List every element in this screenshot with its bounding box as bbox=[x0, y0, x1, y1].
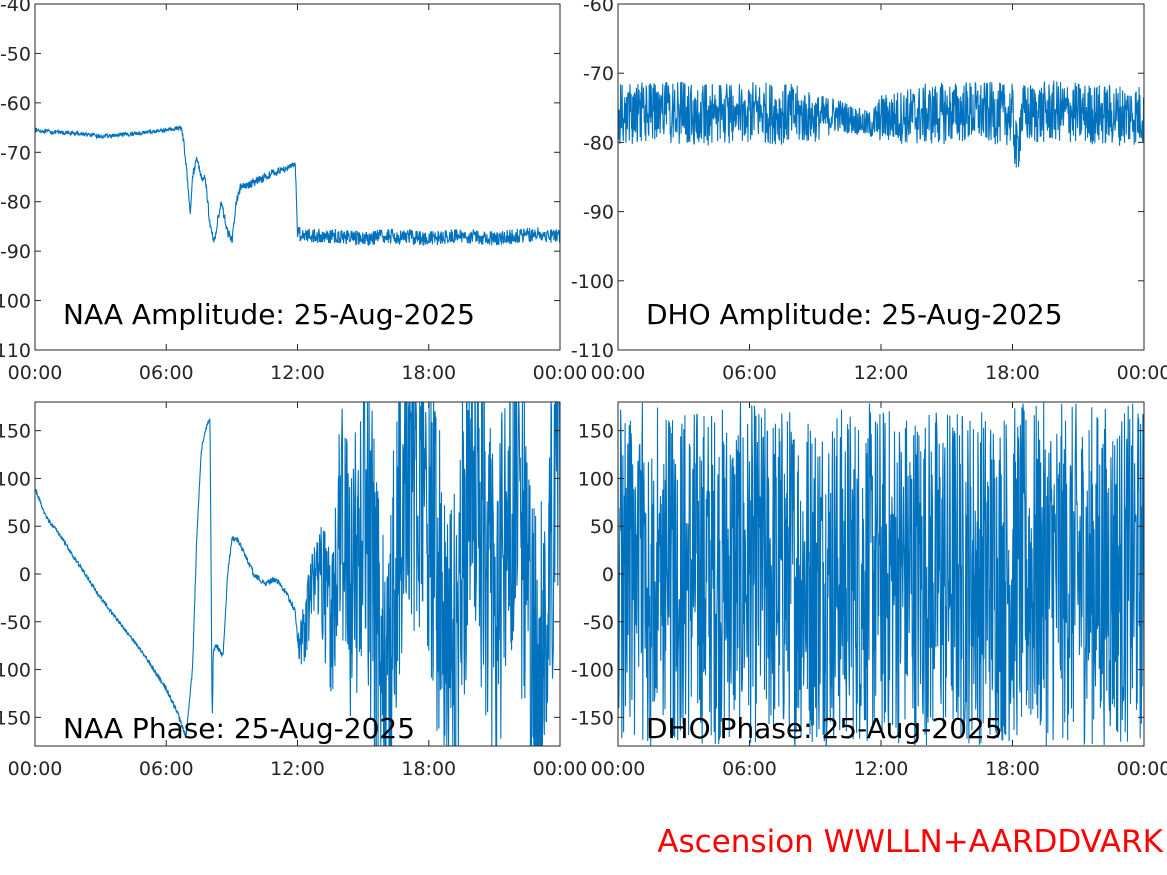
naa-phase-title: NAA Phase: 25-Aug-2025 bbox=[63, 712, 415, 745]
naa-phase-ytick-label: -100 bbox=[0, 660, 31, 682]
naa-amplitude-ytick-label: -100 bbox=[0, 291, 31, 313]
dho-amplitude-title: DHO Amplitude: 25-Aug-2025 bbox=[646, 298, 1063, 331]
dho-phase-xtick-label: 06:00 bbox=[722, 758, 777, 780]
naa-amplitude-ytick-label: -80 bbox=[0, 192, 31, 214]
naa-amplitude-xtick-label: 18:00 bbox=[401, 362, 456, 384]
dho-phase-ytick-label: 50 bbox=[590, 516, 614, 538]
naa-amplitude-xtick-label: 12:00 bbox=[270, 362, 325, 384]
dho-amplitude-ytick-label: -110 bbox=[571, 340, 614, 362]
dho-amplitude-ytick-label: -100 bbox=[571, 271, 614, 293]
naa-amplitude-ytick-label: -70 bbox=[0, 142, 31, 164]
naa-amplitude-panel: -110 -100 -90 -80 -70 -60 -50 -40 00:00 06:00 12:0… bbox=[0, 0, 587, 384]
dho-amplitude-ytick-label: -80 bbox=[583, 132, 614, 154]
dho-phase-xtick-label: 18:00 bbox=[985, 758, 1040, 780]
dho-phase-xtick-label: 00:00 bbox=[591, 758, 646, 780]
dho-phase-ytick-label: -100 bbox=[571, 660, 614, 682]
naa-phase-xtick-label: 00:00 bbox=[8, 758, 63, 780]
naa-amplitude-ytick-label: -50 bbox=[0, 43, 31, 65]
dho-phase-ytick-label: 150 bbox=[578, 421, 614, 443]
dho-amplitude-xtick-label: 12:00 bbox=[854, 362, 909, 384]
dho-amplitude-xtick-label: 00:00 bbox=[591, 362, 646, 384]
dho-phase-title: DHO Phase: 25-Aug-2025 bbox=[646, 712, 1003, 745]
naa-phase-ytick-label: 100 bbox=[0, 468, 31, 490]
naa-amplitude-ytick-label: -110 bbox=[0, 340, 31, 362]
naa-amplitude-title: NAA Amplitude: 25-Aug-2025 bbox=[63, 298, 475, 331]
naa-phase-ytick-label: 150 bbox=[0, 421, 31, 443]
footer-caption: Ascension WWLLN+AARDDVARK bbox=[657, 824, 1163, 860]
naa-amplitude-xtick-label: 00:00 bbox=[8, 362, 63, 384]
naa-amplitude-xtick-label: 00:00 bbox=[533, 362, 588, 384]
dho-phase-xtick-label: 00:00 bbox=[1117, 758, 1167, 780]
dho-phase-ytick-label: 0 bbox=[602, 564, 614, 586]
naa-amplitude-ytick-label: -90 bbox=[0, 241, 31, 263]
dho-amplitude-ytick-label: -90 bbox=[583, 202, 614, 224]
dho-phase-series-line bbox=[618, 402, 1144, 746]
dho-amplitude-xtick-label: 00:00 bbox=[1117, 362, 1167, 384]
naa-phase-ytick-label: -150 bbox=[0, 707, 31, 729]
naa-phase-xtick-label: 00:00 bbox=[533, 758, 588, 780]
dho-amplitude-xtick-label: 06:00 bbox=[722, 362, 777, 384]
dho-amplitude-panel: -110 -100 -90 -80 -70 -60 00:00 06:00 12:00 18:00… bbox=[571, 0, 1167, 384]
dho-phase-ytick-label: -150 bbox=[571, 707, 614, 729]
naa-phase-xtick-label: 12:00 bbox=[270, 758, 325, 780]
naa-phase-series-line bbox=[35, 402, 560, 746]
naa-phase-panel: -150 -100 -50 0 50 100 150 00:00 06:00 12:00 18:00… bbox=[0, 401, 588, 780]
dho-amplitude-ytick-label: -70 bbox=[583, 63, 614, 85]
naa-phase-ytick-label: 0 bbox=[19, 564, 31, 586]
naa-amplitude-xtick-label: 06:00 bbox=[139, 362, 194, 384]
dho-amplitude-ytick-label: -60 bbox=[583, 0, 614, 16]
naa-amplitude-series-line bbox=[35, 124, 560, 247]
dho-phase-ytick-label: -50 bbox=[583, 612, 614, 634]
dho-phase-panel: -150 -100 -50 0 50 100 150 00:00 06:00 12:00 18:00… bbox=[571, 401, 1167, 780]
naa-phase-ytick-label: -50 bbox=[0, 612, 31, 634]
naa-phase-ytick-label: 50 bbox=[7, 516, 31, 538]
naa-phase-xtick-label: 06:00 bbox=[139, 758, 194, 780]
dho-amplitude-series-line bbox=[618, 80, 1144, 168]
dho-amplitude-xtick-label: 18:00 bbox=[985, 362, 1040, 384]
naa-amplitude-ytick-label: -40 bbox=[0, 0, 31, 16]
dho-phase-ytick-label: 100 bbox=[578, 468, 614, 490]
naa-amplitude-ytick-label: -60 bbox=[0, 93, 31, 115]
naa-phase-xtick-label: 18:00 bbox=[401, 758, 456, 780]
dho-phase-xtick-label: 12:00 bbox=[854, 758, 909, 780]
